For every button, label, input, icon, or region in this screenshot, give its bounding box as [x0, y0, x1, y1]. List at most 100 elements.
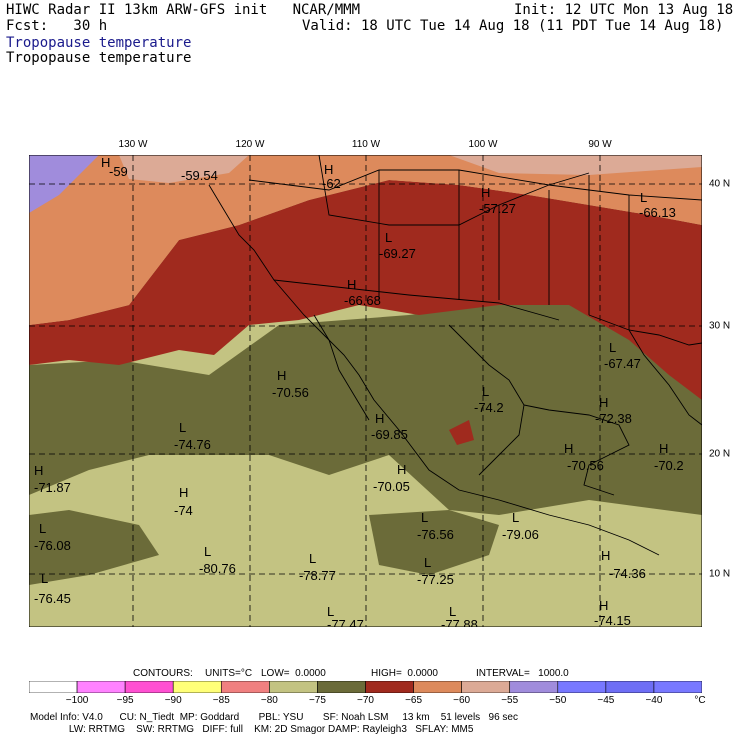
colorbar-tick-label: −95	[116, 695, 134, 706]
extremum-marker: L	[424, 555, 431, 570]
extremum-marker: H	[347, 277, 356, 292]
extremum-marker: H	[179, 485, 188, 500]
lon-label-110w: 110 W	[351, 139, 381, 150]
colorbar-swatch	[29, 681, 78, 693]
lon-label-90w: 90 W	[588, 139, 612, 150]
colorbar-tick-label: −60	[453, 695, 471, 706]
field-title-black: Tropopause temperature	[6, 50, 192, 66]
contours-label: CONTOURS:	[133, 668, 193, 679]
colorbar-tick-label: −65	[405, 695, 423, 706]
extremum-marker: L	[512, 510, 519, 525]
colorbar-tick-label: −70	[357, 695, 374, 706]
extremum-label: -74.15	[594, 613, 631, 627]
lon-label-120w: 120 W	[235, 139, 265, 150]
extremum-label: -74.2	[474, 400, 504, 415]
extremum-marker: L	[482, 384, 489, 399]
lon-label-100w: 100 W	[468, 139, 498, 150]
colorbar-swatch	[220, 681, 270, 693]
colorbar-swatch	[76, 681, 126, 693]
colorbar-swatch	[269, 681, 318, 693]
init-time: Init: 12 UTC Mon 13 Aug 18	[514, 2, 734, 18]
extremum-marker: H	[564, 441, 573, 456]
extremum-marker: H	[101, 155, 110, 170]
extremum-label: -74.36	[609, 566, 646, 581]
map-panel[interactable]: -59 H -59.54 -62 H -57.27 H -66.13 L -69…	[29, 155, 702, 627]
extremum-marker: L	[204, 544, 211, 559]
extremum-label: -69.85	[371, 427, 408, 442]
coastlines	[208, 155, 702, 556]
extremum-label: -70.56	[272, 385, 309, 400]
extremum-label: -69.27	[379, 246, 416, 261]
colorbar-swatch	[461, 681, 511, 693]
extremum-label: -77.88	[441, 617, 478, 627]
extremum-marker: H	[375, 411, 384, 426]
extremum-marker: L	[609, 340, 616, 355]
extremum-marker: L	[327, 604, 334, 619]
colorbar-swatch	[317, 681, 366, 693]
region-pink	[119, 155, 249, 183]
extremum-label: -74.76	[174, 437, 211, 452]
colorbar-swatch	[413, 681, 462, 693]
region-orange	[29, 155, 702, 325]
colorbar-tick-label: °C	[694, 695, 706, 706]
lon-label-130w: 130 W	[118, 139, 148, 150]
lat-lon-grid	[29, 155, 702, 627]
model-info-line1: Model Info: V4.0 CU: N_Tiedt MP: Goddard…	[30, 712, 518, 723]
extremum-marker: H	[599, 598, 608, 613]
colorbar-tick-label: −100	[65, 695, 89, 706]
lat-label-30n: 30 N	[709, 320, 731, 332]
extremum-label: -59.54	[181, 168, 218, 183]
forecast-hour: Fcst: 30 h	[6, 18, 108, 34]
extremum-marker: L	[41, 571, 48, 586]
extremum-marker: H	[34, 463, 43, 478]
extremum-label: -67.47	[604, 356, 641, 371]
extremum-marker: L	[385, 230, 392, 245]
extremum-marker: H	[599, 395, 608, 410]
extremum-label: -77.47	[327, 617, 364, 627]
extrema-labels: -59 H -59.54 -62 H -57.27 H -66.13 L -69…	[34, 155, 684, 627]
valid-time: Valid: 18 UTC Tue 14 Aug 18 (11 PDT Tue …	[302, 18, 724, 34]
colorbar-tick-label: −55	[501, 695, 519, 706]
colorbar-tick-label: −40	[645, 695, 663, 706]
extremum-label: -70.05	[373, 479, 410, 494]
region-dark-olive-sw	[29, 510, 159, 585]
colorbar-swatch	[653, 681, 702, 693]
extremum-marker: H	[659, 441, 668, 456]
colorbar-tick-label: −80	[260, 695, 278, 706]
extremum-marker: L	[309, 551, 316, 566]
extremum-label: -59	[109, 164, 128, 179]
colorbar-swatch	[124, 681, 174, 693]
extremum-label: -78.77	[299, 568, 336, 583]
lat-label-20n: 20 N	[709, 448, 731, 460]
extremum-label: -72.38	[595, 411, 632, 426]
colorbar-swatch	[509, 681, 559, 693]
region-dark-olive-s	[369, 510, 499, 575]
extremum-label: -66.13	[639, 205, 676, 220]
colorbar-tick-label: −45	[597, 695, 615, 706]
extremum-marker: H	[397, 462, 406, 477]
lat-label-10n: 10 N	[709, 568, 731, 580]
colorbar-tick-label: −75	[308, 695, 326, 706]
extremum-label: -66.68	[344, 293, 381, 308]
extremum-label: -74	[174, 503, 193, 518]
colorbar-swatch	[365, 681, 414, 693]
interval-label: INTERVAL= 1000.0	[476, 668, 569, 679]
colorbar-tick-label: −90	[164, 695, 182, 706]
extremum-marker: L	[640, 190, 647, 205]
lat-label-40n: 40 N	[709, 178, 731, 190]
extremum-label: -76.45	[34, 591, 71, 606]
extremum-marker: L	[39, 521, 46, 536]
extremum-marker: H	[324, 162, 333, 177]
extremum-label: -76.08	[34, 538, 71, 553]
high-label: HIGH= 0.0000	[371, 668, 438, 679]
model-info-line2: LW: RRTMG SW: RRTMG DIFF: full KM: 2D Sm…	[30, 724, 474, 735]
extremum-label: -76.56	[417, 527, 454, 542]
colorbar-swatch	[605, 681, 655, 693]
extremum-label: -57.27	[479, 201, 516, 216]
colorbar-tick-label: −85	[212, 695, 230, 706]
extremum-label: -62	[322, 176, 341, 191]
region-pink-ne	[449, 155, 702, 175]
region-dark-olive	[29, 295, 702, 515]
colorbar-tick-label: −50	[549, 695, 567, 706]
extremum-label: -70.56	[567, 458, 604, 473]
